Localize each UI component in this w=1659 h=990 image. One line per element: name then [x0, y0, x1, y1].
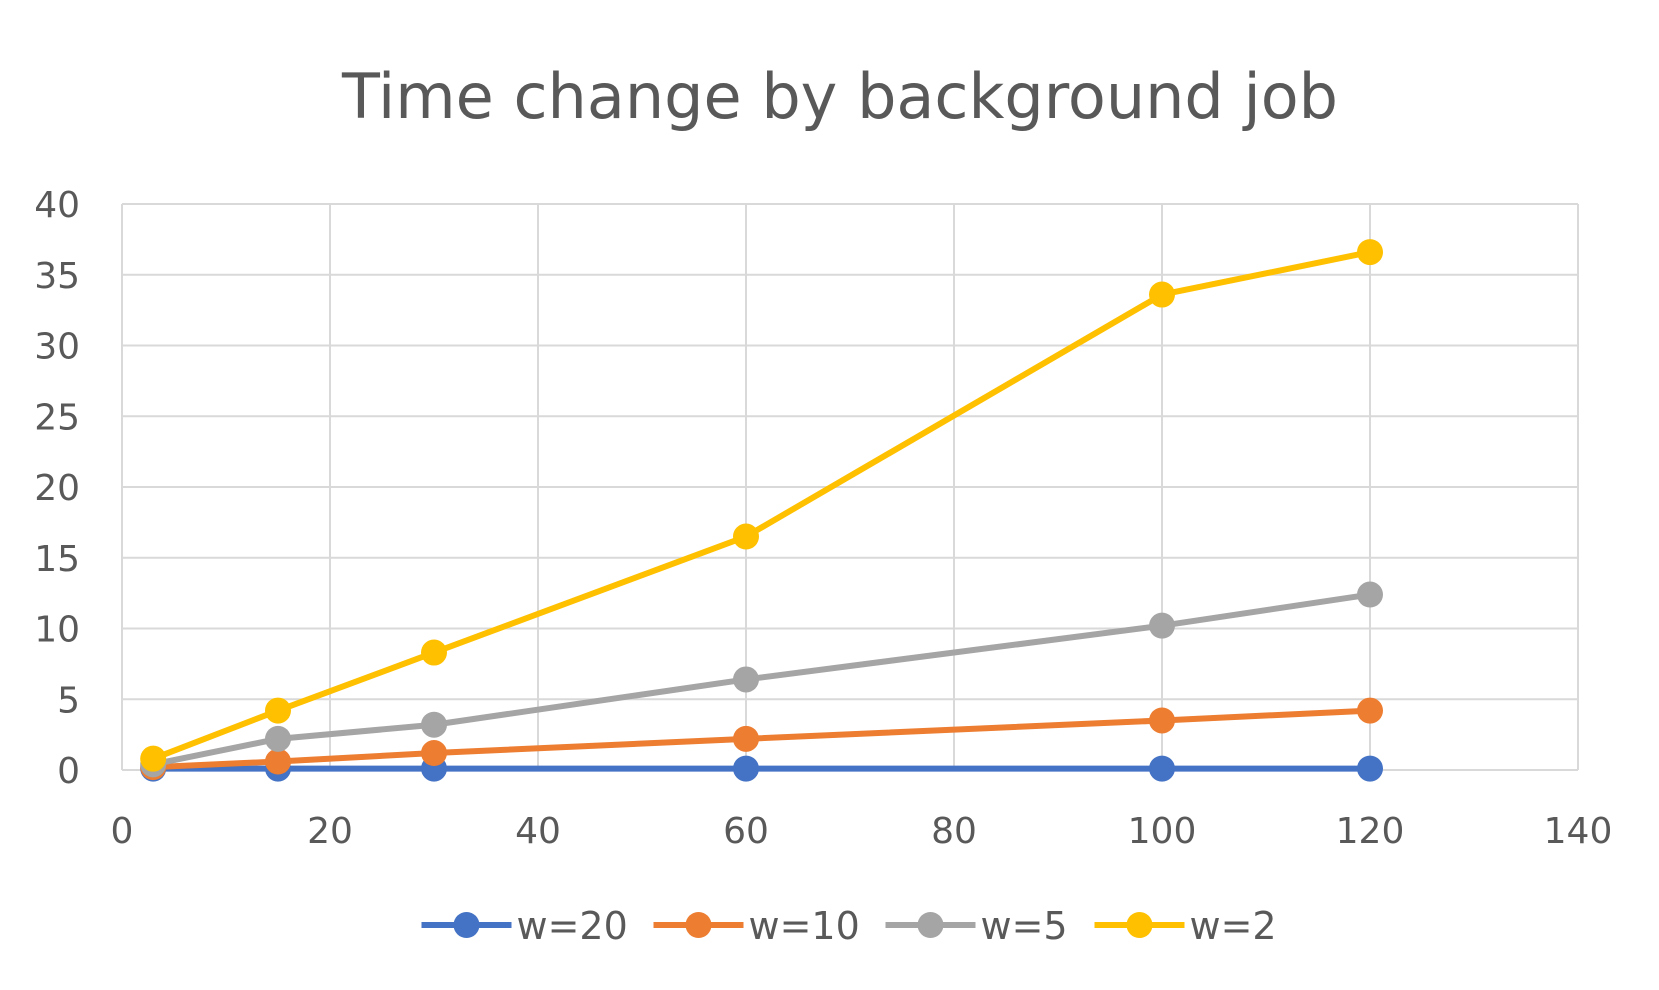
x-axis-ticks: 0 20 40 60 80 100 120 140	[111, 811, 1613, 852]
legend: w=20 w=10 w=5 w=2	[421, 904, 1277, 948]
legend-item-w=20: w=20	[421, 904, 628, 948]
series-w=2	[140, 239, 1383, 772]
data-point	[733, 725, 759, 752]
series-layer	[140, 239, 1383, 782]
data-point	[733, 666, 759, 693]
x-tick-label: 120	[1336, 811, 1405, 852]
x-tick-label: 0	[111, 811, 134, 852]
legend-item-w=5: w=5	[885, 904, 1068, 948]
legend-marker	[917, 912, 944, 938]
y-tick-label: 25	[34, 397, 80, 438]
data-point	[1149, 612, 1175, 639]
legend-label: w=10	[749, 904, 860, 948]
series-line	[152, 249, 1371, 762]
y-tick-label: 30	[34, 327, 80, 368]
y-tick-label: 40	[34, 185, 80, 226]
legend-marker	[685, 912, 712, 938]
data-point	[265, 725, 291, 752]
data-point	[140, 745, 167, 772]
legend-marker	[453, 912, 480, 938]
legend-item-w=2: w=2	[1094, 904, 1277, 948]
data-point	[421, 639, 447, 666]
y-tick-label: 20	[34, 468, 80, 509]
data-point	[1357, 697, 1383, 724]
y-tick-label: 5	[57, 680, 80, 721]
data-point	[421, 711, 447, 738]
y-tick-label: 15	[34, 539, 80, 580]
x-tick-label: 100	[1128, 811, 1197, 852]
x-tick-label: 40	[515, 811, 561, 852]
data-point	[733, 523, 759, 550]
y-tick-label: 0	[57, 751, 80, 792]
legend-marker	[1126, 912, 1153, 938]
data-point	[265, 697, 291, 724]
series-line	[153, 707, 1371, 771]
data-point	[1149, 281, 1175, 308]
legend-label: w=2	[1190, 904, 1277, 948]
data-point	[1357, 755, 1383, 782]
data-point	[733, 755, 759, 782]
data-point	[1357, 239, 1383, 266]
x-tick-label: 140	[1544, 811, 1613, 852]
data-point	[1149, 755, 1175, 782]
series-line	[152, 591, 1371, 768]
series-w=5	[140, 581, 1383, 778]
legend-item-w=10: w=10	[653, 904, 860, 948]
y-axis-ticks: 0 5 10 15 20 25 30 35 40	[34, 185, 80, 792]
x-tick-label: 20	[307, 811, 353, 852]
x-tick-label: 80	[931, 811, 977, 852]
data-point	[265, 748, 291, 775]
x-tick-label: 60	[723, 811, 769, 852]
y-tick-label: 35	[34, 256, 80, 297]
grid-layer	[121, 203, 1579, 771]
data-point	[421, 740, 447, 767]
y-tick-label: 10	[34, 610, 80, 651]
data-point	[1357, 581, 1383, 608]
chart-title: Time change by background job	[341, 60, 1338, 133]
legend-label: w=5	[981, 904, 1068, 948]
legend-label: w=20	[517, 904, 628, 948]
data-point	[1149, 707, 1175, 734]
